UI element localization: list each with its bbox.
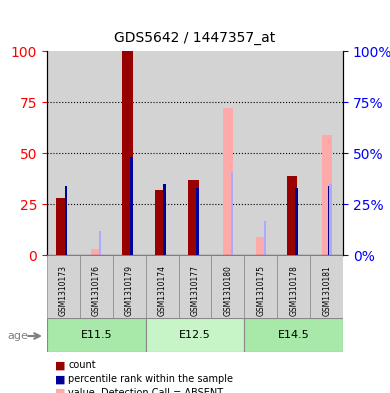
Bar (163, 184, 166, 255)
FancyBboxPatch shape (245, 318, 343, 352)
Text: count: count (68, 360, 96, 371)
Bar (130, 157, 133, 255)
FancyBboxPatch shape (47, 318, 145, 352)
Bar (245, 51, 277, 255)
FancyBboxPatch shape (277, 255, 310, 318)
Text: GSM1310174: GSM1310174 (158, 265, 167, 316)
Text: percentile rank within the sample: percentile rank within the sample (68, 374, 233, 384)
Bar (196, 188, 199, 255)
Text: E11.5: E11.5 (80, 330, 112, 340)
Bar (277, 51, 310, 255)
Bar (287, 176, 297, 255)
Bar (295, 188, 298, 255)
Bar (80, 51, 113, 255)
Text: GSM1310175: GSM1310175 (256, 265, 265, 316)
FancyBboxPatch shape (179, 255, 211, 318)
Bar (330, 184, 332, 255)
FancyBboxPatch shape (145, 318, 245, 352)
Bar (310, 51, 343, 255)
Bar (188, 180, 199, 255)
Bar (99, 231, 101, 255)
FancyBboxPatch shape (80, 255, 113, 318)
Text: E12.5: E12.5 (179, 330, 211, 340)
Text: GSM1310176: GSM1310176 (92, 265, 101, 316)
Text: GSM1310178: GSM1310178 (289, 265, 298, 316)
Bar (145, 51, 179, 255)
Text: ■: ■ (55, 374, 65, 384)
Text: GSM1310177: GSM1310177 (190, 265, 200, 316)
Text: ■: ■ (55, 360, 65, 371)
Bar (122, 51, 133, 255)
Bar (230, 172, 233, 255)
Bar (328, 186, 331, 255)
FancyBboxPatch shape (47, 255, 80, 318)
Bar (256, 237, 266, 255)
Bar (57, 198, 67, 255)
FancyBboxPatch shape (310, 255, 343, 318)
Text: GDS5642 / 1447357_at: GDS5642 / 1447357_at (114, 31, 276, 46)
Bar (113, 51, 145, 255)
FancyBboxPatch shape (245, 255, 277, 318)
Text: GSM1310180: GSM1310180 (223, 265, 232, 316)
Bar (47, 51, 80, 255)
FancyBboxPatch shape (113, 255, 145, 318)
Text: GSM1310181: GSM1310181 (322, 265, 331, 316)
Bar (91, 249, 101, 255)
Bar (223, 108, 233, 255)
Text: E14.5: E14.5 (278, 330, 310, 340)
FancyBboxPatch shape (211, 255, 245, 318)
Text: GSM1310173: GSM1310173 (59, 265, 68, 316)
Bar (179, 51, 211, 255)
Bar (264, 221, 266, 255)
Bar (211, 51, 245, 255)
Bar (65, 186, 67, 255)
Text: GSM1310179: GSM1310179 (125, 265, 134, 316)
Bar (321, 135, 332, 255)
Text: ■: ■ (55, 388, 65, 393)
FancyBboxPatch shape (145, 255, 179, 318)
Text: value, Detection Call = ABSENT: value, Detection Call = ABSENT (68, 388, 223, 393)
Bar (155, 190, 166, 255)
Text: age: age (8, 331, 29, 341)
